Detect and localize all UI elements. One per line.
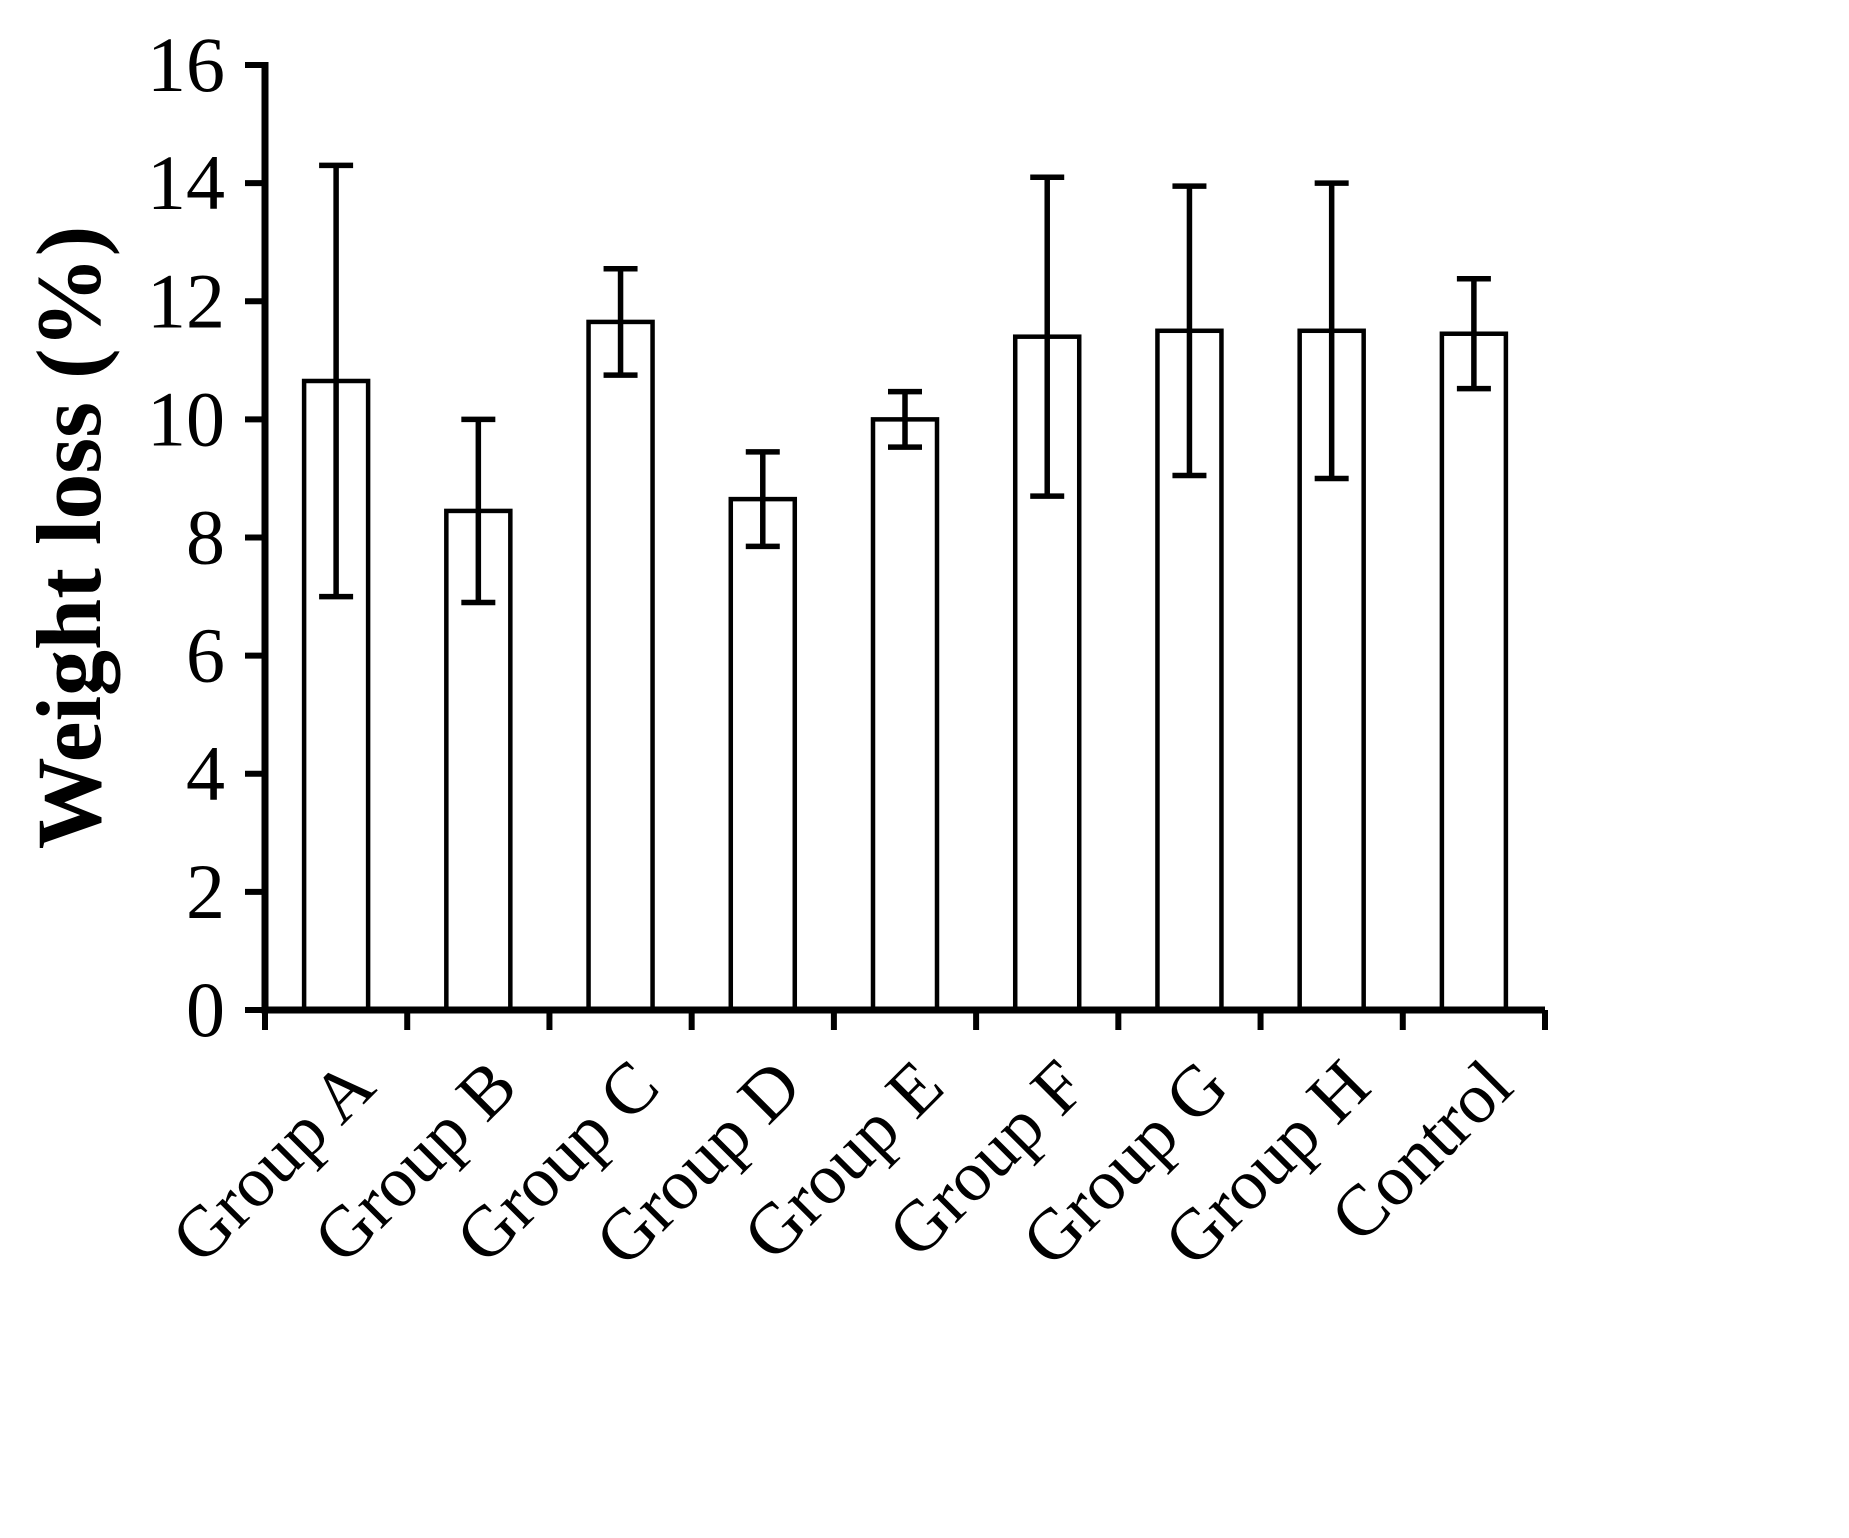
y-tick-label: 4 <box>186 730 225 817</box>
y-tick-label: 10 <box>147 375 225 462</box>
y-axis-title: Weight loss (%) <box>18 226 120 850</box>
y-tick-label: 0 <box>186 966 225 1053</box>
y-tick-label: 8 <box>186 494 225 581</box>
bar <box>1439 331 1509 1013</box>
y-tick-label: 12 <box>147 257 225 344</box>
y-tick-label: 6 <box>186 612 225 699</box>
axis-lines <box>261 62 1545 1014</box>
bar <box>870 417 940 1013</box>
y-tick-label: 16 <box>147 21 225 108</box>
bar <box>728 496 798 1013</box>
y-tick-label: 2 <box>186 848 225 935</box>
bar <box>586 319 655 1013</box>
y-tick-label: 14 <box>147 139 225 226</box>
